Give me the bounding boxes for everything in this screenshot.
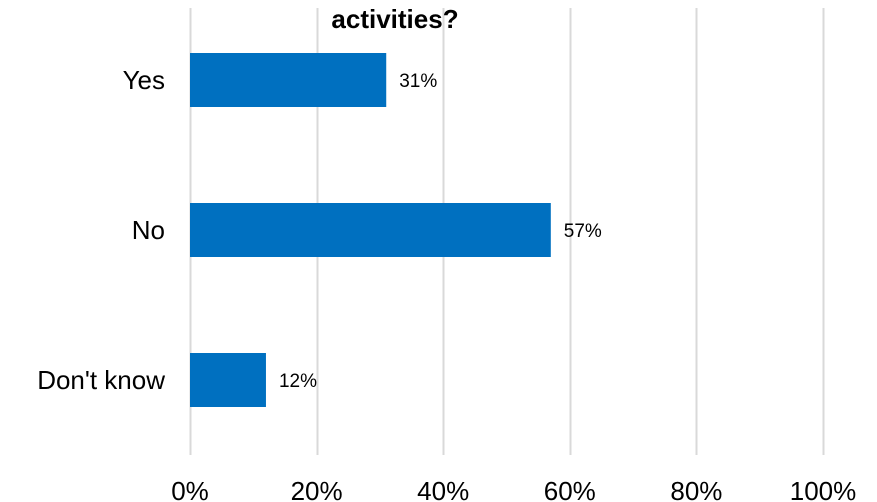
category-label: No	[132, 215, 165, 245]
bar	[190, 353, 266, 407]
data-label: 12%	[279, 371, 317, 392]
x-tick-labels: 0% 20% 40% 60% 80% 100%	[171, 476, 856, 502]
category-label: Don't know	[37, 365, 165, 395]
x-tick-label: 0%	[171, 476, 209, 502]
data-labels: 31% 57% 12%	[279, 71, 602, 392]
x-tick-label: 60%	[544, 476, 596, 502]
bars	[190, 53, 551, 407]
bar	[190, 203, 551, 257]
data-label: 57%	[564, 221, 602, 242]
data-label: 31%	[399, 71, 437, 92]
x-tick-label: 80%	[670, 476, 722, 502]
x-tick-label: 20%	[291, 476, 343, 502]
bar	[190, 53, 387, 107]
x-tick-label: 100%	[790, 476, 857, 502]
category-labels: Yes No Don't know	[37, 65, 165, 395]
chart-title: activities?	[331, 4, 458, 34]
category-label: Yes	[123, 65, 165, 95]
x-tick-label: 40%	[417, 476, 469, 502]
